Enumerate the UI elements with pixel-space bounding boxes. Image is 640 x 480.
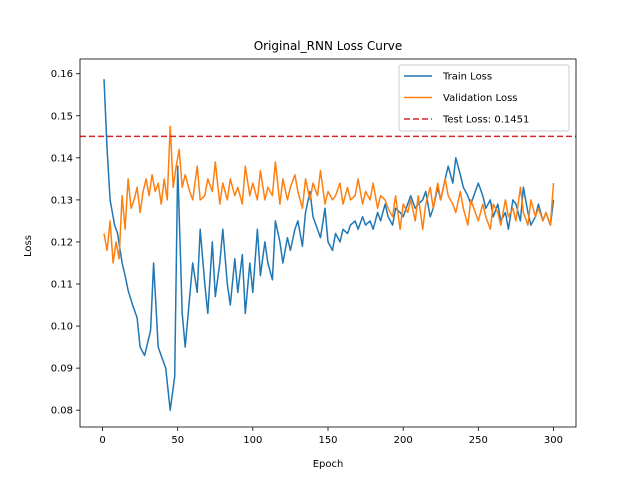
x-tick-label: 0 — [99, 435, 105, 446]
x-tick-label: 50 — [171, 435, 184, 446]
legend-label-validation: Validation Loss — [443, 93, 518, 104]
y-tick-label: 0.16 — [51, 69, 73, 80]
y-axis: 0.08 0.09 0.10 0.11 0.12 0.13 0.14 0.15 0.16 — [51, 69, 80, 417]
series-line-train — [103, 79, 555, 411]
y-tick-label: 0.13 — [51, 195, 73, 206]
x-axis: 0 50 100 150 200 250 300 — [99, 427, 563, 446]
y-axis-label: Loss — [23, 235, 34, 257]
y-tick-label: 0.08 — [51, 406, 73, 417]
chart-title: Original_RNN Loss Curve — [254, 39, 403, 53]
legend-label-train: Train Loss — [442, 72, 492, 83]
legend-box — [398, 64, 570, 132]
y-tick-label: 0.09 — [51, 364, 73, 375]
y-tick-label: 0.14 — [51, 153, 73, 164]
series-line-validation — [103, 125, 555, 264]
x-axis-label: Epoch — [313, 459, 344, 470]
x-tick-label: 150 — [318, 435, 337, 446]
y-tick-label: 0.10 — [51, 322, 73, 333]
x-tick-label: 100 — [243, 435, 262, 446]
legend: Train Loss Validation Loss Test Loss: 0.14… — [398, 64, 570, 132]
x-tick-label: 300 — [544, 435, 563, 446]
y-tick-label: 0.12 — [51, 237, 73, 248]
x-tick-label: 250 — [469, 435, 488, 446]
legend-label-test: Test Loss: 0.1451 — [442, 115, 529, 126]
x-tick-label: 200 — [394, 435, 413, 446]
y-tick-label: 0.15 — [51, 111, 73, 122]
y-tick-label: 0.11 — [51, 280, 73, 291]
